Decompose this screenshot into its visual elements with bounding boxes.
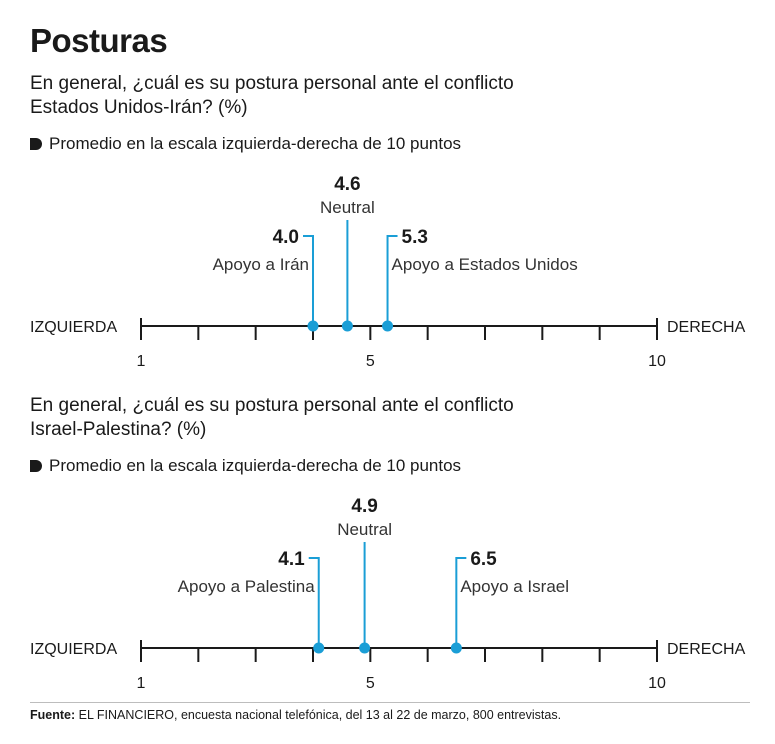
question-2: En general, ¿cuál es su postura personal… xyxy=(30,394,750,442)
point-marker xyxy=(307,320,319,332)
source-label: Fuente: xyxy=(30,708,76,722)
point-stem xyxy=(308,557,320,648)
question-1-line1: En general, ¿cuál es su postura personal… xyxy=(30,73,514,94)
point-name-label: Apoyo a Palestina xyxy=(178,577,316,596)
point-value-label: 4.1 xyxy=(278,549,305,570)
bullet-icon xyxy=(30,460,42,472)
right-end-label: DERECHA xyxy=(667,319,746,336)
point-stem xyxy=(303,235,314,326)
question-2-line2: Israel-Palestina? (%) xyxy=(30,419,207,440)
point-marker xyxy=(450,642,462,654)
point-stem xyxy=(455,557,467,648)
point-name-label: Apoyo a Estados Unidos xyxy=(392,255,578,274)
tick-label: 5 xyxy=(366,675,375,692)
page-title: Posturas xyxy=(30,22,168,59)
bullet-icon xyxy=(30,138,42,150)
scale-chart-1: IZQUIERDA DERECHA 1 5 10 4.0 Apoyo a Irán 4.6 Ne… xyxy=(30,174,746,370)
point-name-label: Apoyo a Israel xyxy=(460,577,569,596)
subtitle-1-text: Promedio en la escala izquierda-derecha … xyxy=(49,134,462,153)
tick-label: 1 xyxy=(137,353,146,370)
point-stem xyxy=(386,235,398,326)
subtitle-2-text: Promedio en la escala izquierda-derecha … xyxy=(49,456,462,475)
point-value-label: 5.3 xyxy=(402,227,428,248)
point-value-label: 4.9 xyxy=(351,496,377,517)
subtitle-2: Promedio en la escala izquierda-derecha … xyxy=(30,456,461,476)
source-note: Fuente: EL FINANCIERO, encuesta nacional… xyxy=(30,708,561,722)
point-marker xyxy=(359,642,371,654)
point-marker xyxy=(382,320,394,332)
tick-label: 10 xyxy=(648,353,666,370)
point-value-label: 4.6 xyxy=(334,174,360,195)
point-marker xyxy=(341,320,353,332)
tick-label: 10 xyxy=(648,675,666,692)
tick-label: 1 xyxy=(137,675,146,692)
point-marker xyxy=(313,642,325,654)
point-name-label: Apoyo a Irán xyxy=(213,255,309,274)
question-1-line2: Estados Unidos-Irán? (%) xyxy=(30,97,248,118)
point-value-label: 4.0 xyxy=(273,227,299,248)
left-end-label: IZQUIERDA xyxy=(30,641,117,658)
source-text: EL FINANCIERO, encuesta nacional telefón… xyxy=(78,708,562,722)
point-value-label: 6.5 xyxy=(470,549,497,570)
tick-label: 5 xyxy=(366,353,375,370)
point-name-label: Neutral xyxy=(320,198,375,217)
subtitle-1: Promedio en la escala izquierda-derecha … xyxy=(30,134,461,154)
left-end-label: IZQUIERDA xyxy=(30,319,117,336)
scale-chart-2: IZQUIERDA DERECHA 1 5 10 4.1 Apoyo a Palestina… xyxy=(30,496,746,692)
point-name-label: Neutral xyxy=(337,520,392,539)
right-end-label: DERECHA xyxy=(667,641,746,658)
divider xyxy=(30,702,750,703)
question-1: En general, ¿cuál es su postura personal… xyxy=(30,72,750,120)
question-2-line1: En general, ¿cuál es su postura personal… xyxy=(30,395,514,416)
